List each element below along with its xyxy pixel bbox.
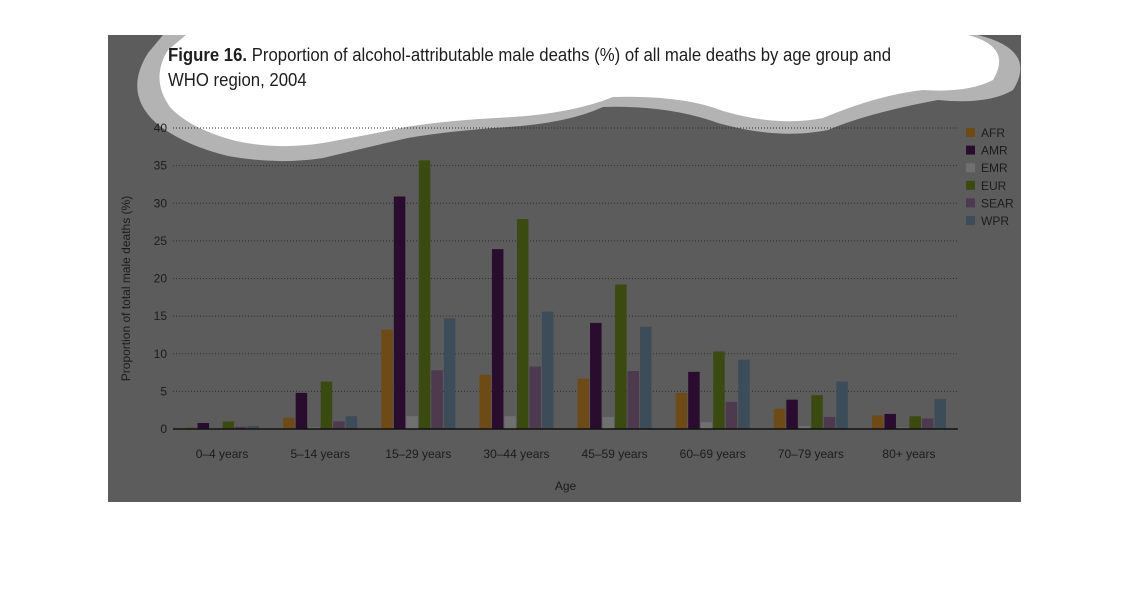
x-tick-label: 60–69 years: [680, 447, 746, 461]
bar-amr: [491, 249, 504, 429]
legend-swatch-eur: [966, 180, 975, 190]
bar-emr: [700, 422, 713, 429]
bar-emr: [308, 427, 320, 429]
bar-afr: [773, 408, 786, 429]
bar-eur: [811, 395, 823, 429]
bar-emr: [504, 416, 516, 429]
legend-swatch-afr: [966, 128, 975, 137]
bar-chart: 0 5 10 15 20 25 30 35 40 0–4 years 5–14 years 15–2…: [119, 121, 1014, 493]
bar-wpr: [443, 318, 456, 429]
figure-title-text: Proportion of alcohol-attributable male …: [168, 45, 892, 90]
bar-afr: [675, 392, 688, 429]
bar-wpr: [934, 398, 946, 429]
bar-sear: [333, 421, 345, 429]
y-tick-label: 30: [154, 196, 168, 210]
bar-eur: [516, 219, 529, 429]
x-tick-label: 30–44 years: [483, 447, 549, 461]
bar-wpr: [836, 381, 848, 429]
legend-label-emr: EMR: [981, 161, 1008, 175]
bar-emr: [406, 416, 418, 429]
x-tick-label: 0–4 years: [196, 447, 249, 461]
y-tick-label: 35: [154, 159, 168, 173]
bar-afr: [381, 329, 393, 429]
y-tick-labels: 0 5 10 15 20 25 30 35 40: [154, 121, 168, 436]
bar-amr: [590, 322, 602, 429]
bars: [185, 160, 946, 430]
legend-swatch-emr: [966, 163, 975, 173]
legend-swatch-amr: [966, 145, 975, 155]
bar-wpr: [738, 359, 750, 429]
bar-afr: [479, 374, 491, 429]
bar-amr: [884, 413, 896, 429]
y-tick-label: 20: [154, 272, 168, 286]
legend-label-wpr: WPR: [981, 214, 1009, 228]
bar-emr: [798, 425, 811, 429]
bar-sear: [235, 426, 247, 429]
y-tick-label: 0: [160, 422, 167, 436]
legend-swatch-sear: [966, 198, 975, 208]
bar-eur: [909, 416, 921, 429]
y-tick-label: 10: [154, 347, 168, 361]
bar-eur: [713, 351, 725, 429]
x-tick-label: 45–59 years: [582, 447, 648, 461]
legend-label-amr: AMR: [981, 144, 1008, 158]
bar-amr: [393, 196, 406, 429]
bar-amr: [197, 422, 210, 429]
bar-wpr: [247, 425, 260, 429]
bar-sear: [823, 416, 836, 429]
y-tick-label: 15: [154, 309, 168, 323]
bar-emr: [602, 416, 615, 429]
legend: AFR AMR EMR EUR SEAR WPR: [966, 126, 1014, 228]
x-tick-label: 15–29 years: [385, 447, 451, 461]
bar-eur: [418, 160, 431, 430]
bar-afr: [283, 417, 295, 429]
legend-label-sear: SEAR: [981, 196, 1014, 210]
x-tick-labels: 0–4 years 5–14 years 15–29 years 30–44 year…: [196, 447, 936, 461]
y-axis-title: Proportion of total male deaths (%): [119, 196, 133, 381]
y-tick-label: 5: [160, 384, 167, 398]
bar-wpr: [640, 326, 652, 429]
bar-eur: [615, 284, 627, 429]
x-axis-title: Age: [555, 479, 577, 493]
title-cloud-shape: [137, 35, 1021, 162]
y-tick-label: 40: [154, 121, 168, 135]
bar-afr: [185, 427, 197, 429]
x-tick-label: 5–14 years: [291, 447, 350, 461]
bar-amr: [295, 392, 308, 429]
chart-figure: Figure 16. Proportion of alcohol-attribu…: [108, 35, 1021, 502]
bar-eur: [222, 421, 235, 429]
bar-eur: [320, 381, 333, 429]
bar-sear: [431, 370, 443, 429]
grid-lines: [173, 127, 958, 392]
bar-amr: [786, 399, 798, 429]
legend-label-afr: AFR: [981, 126, 1005, 140]
bar-afr: [577, 378, 590, 429]
legend-label-eur: EUR: [981, 179, 1007, 193]
bar-wpr: [345, 416, 358, 429]
figure-title: Figure 16. Proportion of alcohol-attribu…: [168, 43, 931, 93]
bar-amr: [688, 371, 700, 429]
bar-afr: [871, 415, 884, 429]
bar-sear: [725, 401, 738, 429]
bar-sear: [921, 418, 934, 429]
y-tick-label: 25: [154, 234, 168, 248]
bar-sear: [529, 366, 541, 429]
x-tick-label: 70–79 years: [778, 447, 844, 461]
bar-sear: [627, 371, 640, 429]
x-tick-label: 80+ years: [882, 447, 935, 461]
legend-swatch-wpr: [966, 216, 975, 225]
bar-wpr: [541, 311, 554, 429]
figure-number: Figure 16.: [168, 45, 248, 65]
bar-emr: [896, 427, 909, 429]
